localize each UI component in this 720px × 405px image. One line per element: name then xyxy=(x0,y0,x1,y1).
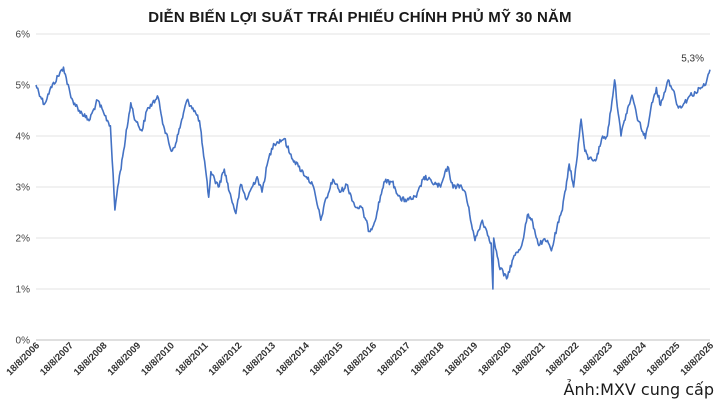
y-tick-label: 4% xyxy=(16,132,31,143)
x-tick-label: 18/8/2022 xyxy=(544,340,582,378)
y-tick-label: 2% xyxy=(16,234,31,245)
x-tick-label: 18/8/2026 xyxy=(678,340,716,378)
x-tick-label: 18/8/2021 xyxy=(510,340,548,378)
gridlines xyxy=(36,33,710,341)
y-tick-label: 0% xyxy=(16,336,31,347)
x-tick-label: 18/8/2012 xyxy=(207,340,245,378)
series-line xyxy=(35,66,711,290)
y-tick-label: 1% xyxy=(16,285,31,296)
photo-credit: Ảnh:MXV cung cấp xyxy=(563,380,715,399)
x-tick-label: 18/8/2016 xyxy=(341,340,379,378)
x-tick-label: 18/8/2014 xyxy=(274,340,312,378)
x-tick-label: 18/8/2018 xyxy=(409,340,447,378)
y-axis-ticks: 0% 1% 2% 3% 4% 5% 6% xyxy=(16,30,31,347)
x-tick-label: 18/8/2015 xyxy=(308,340,346,378)
x-tick-label: 18/8/2024 xyxy=(611,340,649,378)
y-tick-label: 5% xyxy=(16,81,31,92)
annotations: 5,3% xyxy=(681,54,704,65)
y-tick-label: 6% xyxy=(16,30,31,41)
end-value-label: 5,3% xyxy=(681,54,704,65)
x-tick-label: 18/8/2017 xyxy=(375,340,413,378)
x-axis-ticks: 18/8/200618/8/200718/8/200818/8/200918/8… xyxy=(4,340,716,378)
x-tick-label: 18/8/2020 xyxy=(476,340,514,378)
series-layer xyxy=(35,66,711,290)
x-tick-label: 18/8/2008 xyxy=(72,340,110,378)
y-tick-label: 3% xyxy=(16,183,31,194)
x-tick-label: 18/8/2009 xyxy=(106,340,144,378)
x-tick-label: 18/8/2011 xyxy=(173,340,211,378)
x-tick-label: 18/8/2025 xyxy=(645,340,683,378)
x-tick-label: 18/8/2023 xyxy=(577,340,615,378)
x-tick-label: 18/8/2019 xyxy=(443,340,481,378)
chart-title: DIỄN BIẾN LỢI SUẤT TRÁI PHIẾU CHÍNH PHỦ … xyxy=(148,9,572,26)
x-tick-label: 18/8/2013 xyxy=(240,340,278,378)
x-tick-label: 18/8/2007 xyxy=(38,340,76,378)
x-tick-label: 18/8/2010 xyxy=(139,340,177,378)
